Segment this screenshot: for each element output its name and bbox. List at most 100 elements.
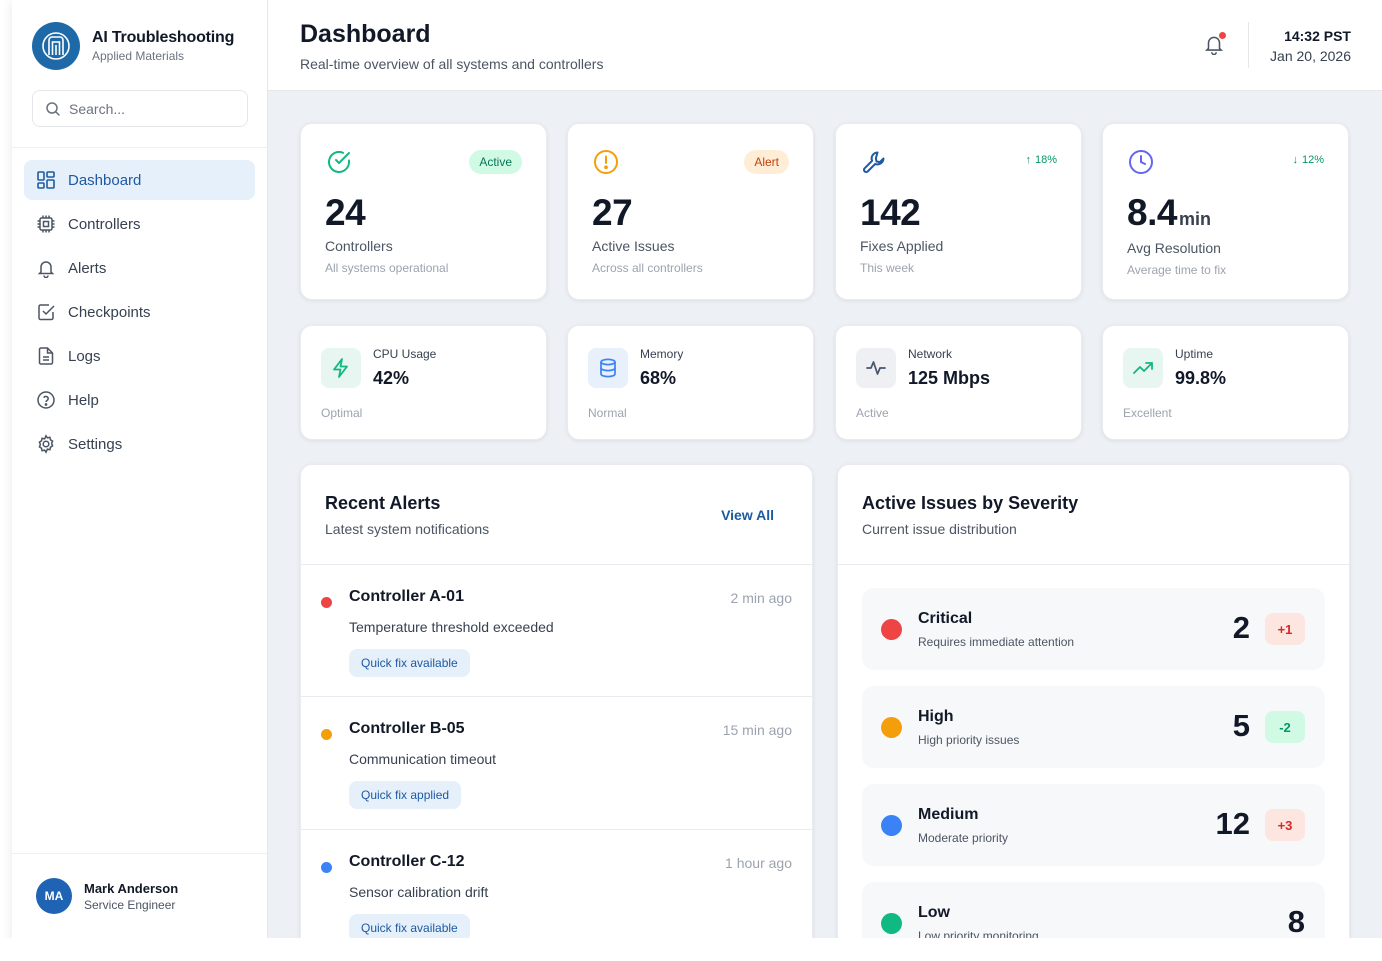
severity-name: Medium — [918, 806, 979, 823]
notification-button[interactable] — [1203, 32, 1227, 57]
bell-icon — [1204, 36, 1224, 56]
sidebar-item-help[interactable]: Help — [24, 380, 255, 420]
sidebar-item-label: Settings — [68, 435, 123, 453]
quick-fix-chip[interactable]: Quick fix applied — [349, 781, 462, 809]
sidebar-item-label: Controllers — [68, 215, 141, 233]
metric-status: Excellent — [1123, 406, 1172, 420]
stat-label: Active Issues — [592, 238, 675, 254]
panel-subtitle: Latest system notifications — [325, 521, 490, 537]
sidebar-item-settings[interactable]: Settings — [24, 424, 255, 464]
quick-fix-chip[interactable]: Quick fix available — [349, 649, 470, 677]
view-all-link[interactable]: View All — [721, 507, 774, 523]
stat-note: Across all controllers — [592, 261, 703, 275]
brand[interactable]: AI Troubleshooting Applied Materials — [32, 22, 234, 70]
alert-description: Temperature threshold exceeded — [349, 619, 554, 635]
panel-divider — [301, 564, 812, 565]
clock: 14:32 PST Jan 20, 2026 — [1270, 28, 1351, 64]
alert-time: 15 min ago — [722, 722, 792, 738]
severity-description: Low priority monitoring — [918, 929, 1039, 940]
stat-card-avg-resolution[interactable]: ↓ 12% 8.4 min Avg Resolution Average time… — [1102, 123, 1349, 300]
metric-value: 42% — [373, 368, 410, 388]
stat-number: 8.4 — [1127, 192, 1177, 233]
metric-status: Active — [856, 406, 889, 420]
search-icon — [46, 101, 60, 116]
check-circle-icon — [325, 148, 353, 181]
sidebar-item-logs[interactable]: Logs — [24, 336, 255, 376]
panel-subtitle: Current issue distribution — [862, 521, 1017, 537]
alert-item[interactable]: Controller A-01 2 min ago Temperature th… — [301, 565, 812, 697]
severity-dot — [321, 729, 332, 740]
severity-row-critical[interactable]: Critical Requires immediate attention 2 … — [862, 588, 1325, 670]
alert-item[interactable]: Controller C-12 1 hour ago Sensor calibr… — [301, 830, 812, 940]
severity-description: High priority issues — [918, 733, 1020, 747]
stat-value: 24 — [325, 192, 366, 233]
user-profile[interactable]: MA Mark Anderson Service Engineer — [36, 878, 178, 914]
metric-card-uptime[interactable]: Uptime 99.8% Excellent — [1102, 325, 1349, 440]
brand-subtitle: Applied Materials — [92, 49, 185, 63]
severity-dot — [881, 913, 902, 934]
metric-card-cpu[interactable]: CPU Usage 42% Optimal — [300, 325, 547, 440]
metric-label: Memory — [640, 347, 684, 361]
clock-time: 14:32 PST — [1284, 28, 1351, 44]
status-badge: Active — [469, 150, 522, 174]
metric-status: Optimal — [321, 406, 363, 420]
sidebar-item-alerts[interactable]: Alerts — [24, 248, 255, 288]
metric-card-network[interactable]: Network 125 Mbps Active — [835, 325, 1082, 440]
trend-badge: ↓ 12% — [1292, 154, 1324, 166]
stat-card-controllers[interactable]: Active 24 Controllers All systems operat… — [300, 123, 547, 300]
alert-description: Communication timeout — [349, 751, 497, 767]
severity-description: Requires immediate attention — [918, 635, 1075, 649]
metric-value: 68% — [640, 368, 677, 388]
page-title: Dashboard — [300, 20, 431, 48]
stat-unit: min — [1178, 209, 1211, 229]
severity-count: 12 — [1215, 806, 1250, 841]
gear-icon — [36, 434, 56, 454]
metric-card-memory[interactable]: Memory 68% Normal — [567, 325, 814, 440]
panel-divider — [301, 829, 812, 830]
severity-row-medium[interactable]: Medium Moderate priority 12 +3 — [862, 784, 1325, 866]
severity-row-low[interactable]: Low Low priority monitoring 8 — [862, 882, 1325, 940]
page-subtitle: Real-time overview of all systems and co… — [300, 56, 604, 72]
brand-logo-icon — [32, 22, 80, 70]
stat-value: 8.4 min — [1127, 192, 1211, 234]
alert-circle-icon — [592, 148, 620, 181]
stat-label: Fixes Applied — [860, 238, 944, 254]
sidebar-item-dashboard[interactable]: Dashboard — [24, 160, 255, 200]
sidebar: AI Troubleshooting Applied Materials Das… — [12, 0, 268, 940]
severity-dot — [881, 815, 902, 836]
clock-icon — [1127, 148, 1155, 181]
alert-controller-name: Controller A-01 — [349, 588, 464, 605]
main-content: Active 24 Controllers All systems operat… — [268, 91, 1382, 940]
alert-item[interactable]: Controller B-05 15 min ago Communication… — [301, 697, 812, 829]
change-badge: +1 — [1265, 613, 1305, 645]
clock-date: Jan 20, 2026 — [1270, 48, 1351, 64]
metric-label: Uptime — [1175, 347, 1214, 361]
severity-dot — [881, 717, 902, 738]
severity-name: High — [918, 708, 954, 725]
pulse-icon — [856, 348, 896, 388]
dashboard-icon — [36, 170, 56, 190]
stat-value: 142 — [860, 192, 921, 233]
sidebar-item-controllers[interactable]: Controllers — [24, 204, 255, 244]
severity-count: 8 — [1287, 904, 1305, 939]
recent-alerts-panel: Recent Alerts Latest system notification… — [300, 464, 813, 940]
user-name: Mark Anderson — [84, 880, 179, 896]
notification-dot — [1219, 32, 1226, 39]
trend-badge: ↑ 18% — [1025, 154, 1057, 166]
stat-note: This week — [860, 261, 915, 275]
page-bottom-edge — [0, 938, 1382, 961]
wrench-icon — [860, 148, 888, 181]
severity-row-high[interactable]: High High priority issues 5 -2 — [862, 686, 1325, 768]
quick-fix-chip[interactable]: Quick fix available — [349, 914, 470, 940]
stat-card-active-issues[interactable]: Alert 27 Active Issues Across all contro… — [567, 123, 814, 300]
search-box[interactable] — [32, 90, 248, 127]
sidebar-item-checkpoints[interactable]: Checkpoints — [24, 292, 255, 332]
stat-card-fixes-applied[interactable]: ↑ 18% 142 Fixes Applied This week — [835, 123, 1082, 300]
change-badge: -2 — [1265, 711, 1305, 743]
status-badge: Alert — [744, 150, 789, 174]
stat-note: Average time to fix — [1127, 263, 1227, 277]
sidebar-footer-divider — [12, 853, 267, 854]
search-input[interactable] — [69, 100, 229, 117]
metric-value: 99.8% — [1175, 368, 1227, 388]
metric-label: CPU Usage — [373, 347, 437, 361]
